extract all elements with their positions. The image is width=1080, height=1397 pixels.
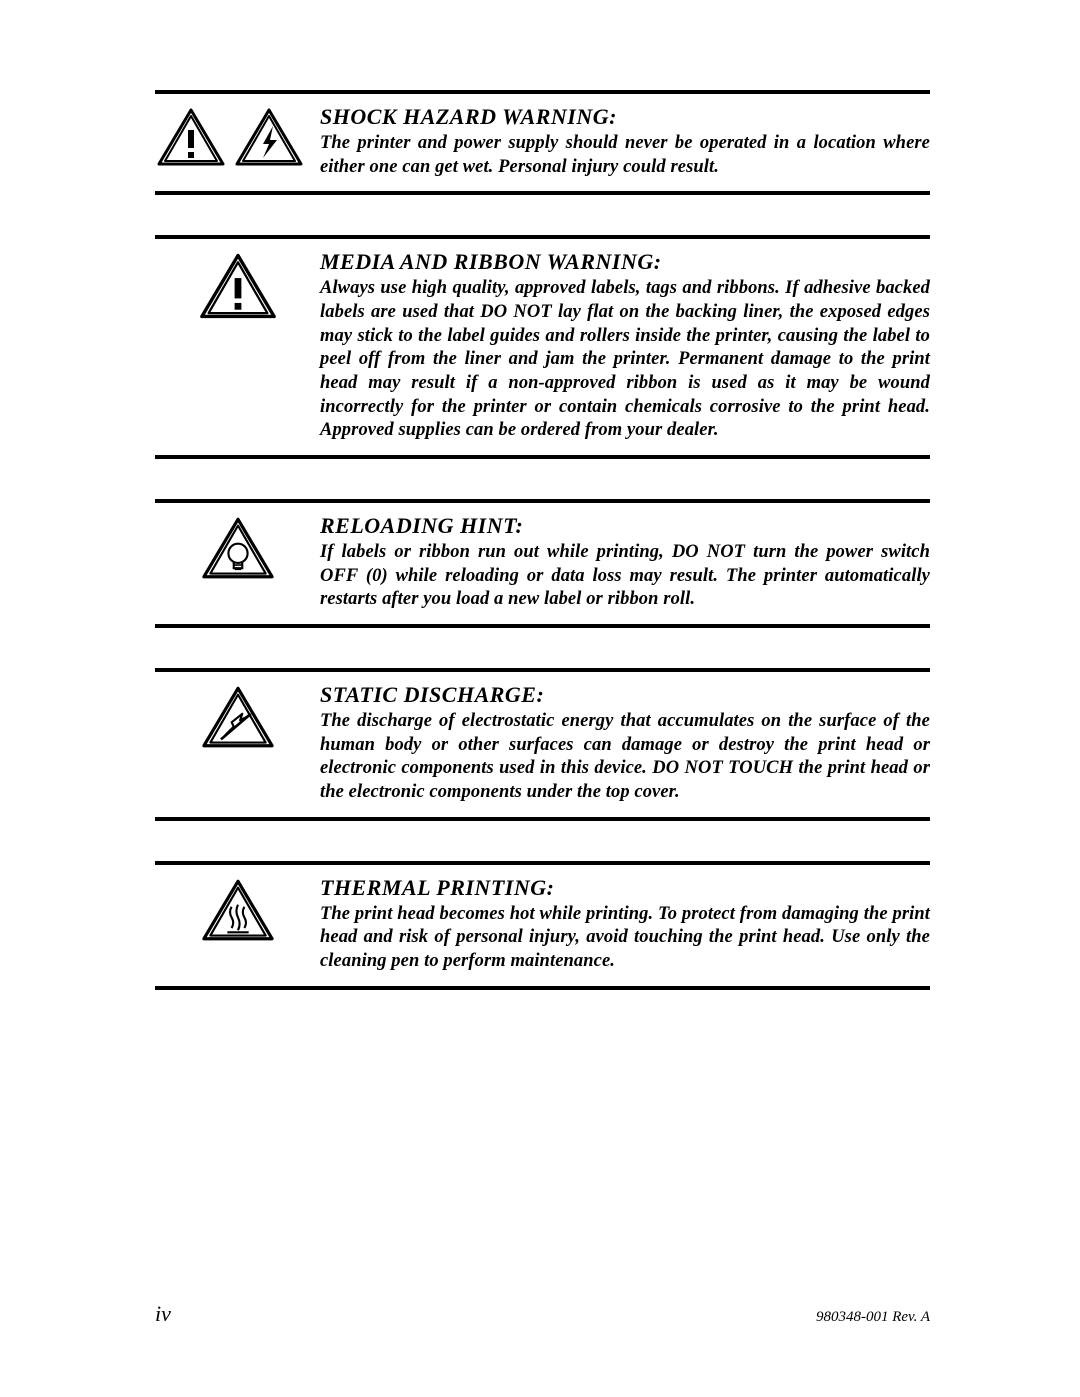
warning-exclaim-icon bbox=[197, 251, 279, 321]
section-title: RELOADING HINT: bbox=[320, 513, 930, 539]
section-title: STATIC DISCHARGE: bbox=[320, 682, 930, 708]
section-body: The discharge of electrostatic energy th… bbox=[320, 710, 930, 805]
warning-bolt-icon bbox=[233, 106, 305, 168]
page-number: iv bbox=[155, 1301, 171, 1327]
icon-group bbox=[155, 104, 320, 168]
icon-group bbox=[155, 513, 320, 581]
section-content: RELOADING HINT: If labels or ribbon run … bbox=[320, 513, 930, 612]
section-media-ribbon: MEDIA AND RIBBON WARNING: Always use hig… bbox=[155, 235, 930, 459]
warning-exclaim-icon bbox=[155, 106, 227, 168]
section-content: MEDIA AND RIBBON WARNING: Always use hig… bbox=[320, 249, 930, 443]
section-body: The printer and power supply should neve… bbox=[320, 132, 930, 179]
section-content: STATIC DISCHARGE: The discharge of elect… bbox=[320, 682, 930, 805]
section-title: THERMAL PRINTING: bbox=[320, 875, 930, 901]
static-discharge-icon bbox=[199, 684, 277, 750]
page-footer: iv 980348-001 Rev. A bbox=[155, 1301, 930, 1327]
icon-group bbox=[155, 682, 320, 750]
section-shock-hazard: SHOCK HAZARD WARNING: The printer and po… bbox=[155, 90, 930, 195]
document-id: 980348-001 Rev. A bbox=[816, 1309, 930, 1326]
section-title: MEDIA AND RIBBON WARNING: bbox=[320, 249, 930, 275]
icon-group bbox=[155, 875, 320, 943]
section-content: SHOCK HAZARD WARNING: The printer and po… bbox=[320, 104, 930, 179]
section-title: SHOCK HAZARD WARNING: bbox=[320, 104, 930, 130]
section-static-discharge: STATIC DISCHARGE: The discharge of elect… bbox=[155, 668, 930, 821]
section-body: The print head becomes hot while printin… bbox=[320, 903, 930, 974]
hint-bulb-icon bbox=[199, 515, 277, 581]
icon-group bbox=[155, 249, 320, 321]
section-body: Always use high quality, approved labels… bbox=[320, 277, 930, 443]
section-body: If labels or ribbon run out while printi… bbox=[320, 541, 930, 612]
section-content: THERMAL PRINTING: The print head becomes… bbox=[320, 875, 930, 974]
section-thermal-printing: THERMAL PRINTING: The print head becomes… bbox=[155, 861, 930, 990]
thermal-heat-icon bbox=[199, 877, 277, 943]
section-reloading-hint: RELOADING HINT: If labels or ribbon run … bbox=[155, 499, 930, 628]
page-content: SHOCK HAZARD WARNING: The printer and po… bbox=[155, 90, 930, 1030]
